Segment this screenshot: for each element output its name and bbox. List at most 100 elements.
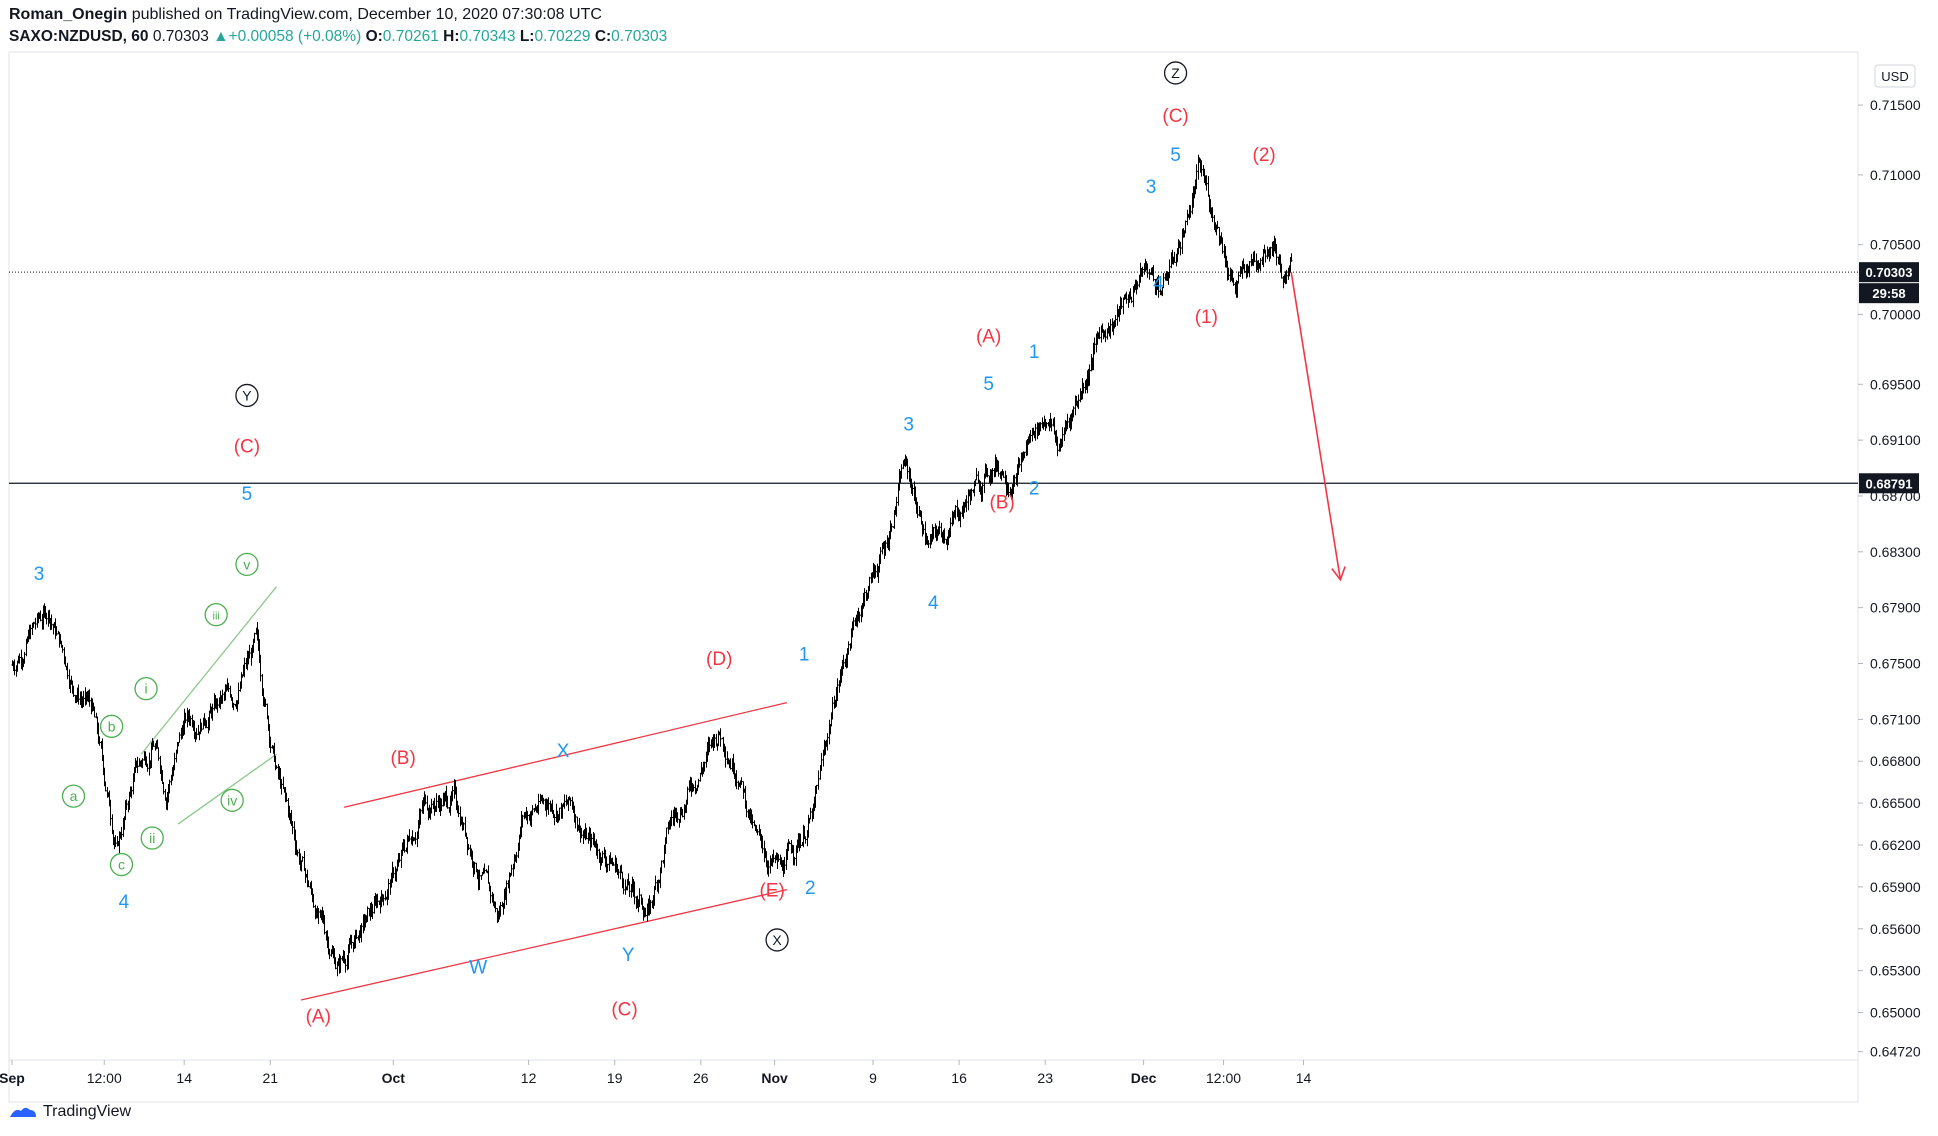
- bar-countdown-tag: [1859, 283, 1919, 304]
- x-tick-label: 12: [521, 1070, 537, 1086]
- currency-label: USD: [1881, 69, 1908, 84]
- wave-label: Y: [622, 945, 635, 966]
- y-tick-label: 0.69500: [1870, 376, 1921, 392]
- y-tick-label: 0.65600: [1870, 921, 1921, 937]
- wave-label: 4: [1153, 273, 1164, 294]
- wave-label: v: [243, 556, 250, 572]
- close-label: C:: [594, 28, 612, 45]
- wave-label-circle: [140, 826, 164, 850]
- y-tick-label: 0.70500: [1870, 237, 1921, 253]
- price-tags: 0.68791 0.70303 29:58: [1859, 262, 1919, 494]
- y-tick-label: 0.66200: [1870, 837, 1921, 853]
- change-arrow-icon: ▲: [213, 28, 229, 45]
- wave-label-circle: [134, 676, 158, 701]
- green-channel-upper-line: [140, 586, 277, 755]
- time-axis[interactable]: Sep 12:00 14 21 Oct 12 19 26 Nov 9 16 23 Dec 12:00 14: [0, 1060, 1311, 1086]
- y-tick-label: 0.65900: [1870, 879, 1921, 895]
- last-price: 0.70303: [152, 28, 209, 45]
- wave-label: c: [118, 857, 125, 873]
- wave-label: iii: [213, 611, 220, 623]
- wave-label: (A): [306, 1006, 331, 1027]
- wave-label: 5: [1170, 145, 1181, 166]
- x-tick-label: 12:00: [1206, 1070, 1241, 1086]
- wave-label-circle: [765, 928, 789, 952]
- price-axis[interactable]: USD 0.715000.710000.705000.700000.695000…: [1858, 64, 1921, 1060]
- footer-brand[interactable]: TradingView: [9, 1103, 131, 1121]
- brand-name: TradingView: [43, 1103, 132, 1120]
- wave-label: 3: [34, 564, 45, 585]
- wave-label: 5: [242, 484, 253, 505]
- x-tick-label: 16: [951, 1070, 967, 1086]
- price-change: +0.00058 (+0.08%): [228, 28, 362, 45]
- wave-label: a: [70, 788, 78, 804]
- wave-label-circle: [109, 852, 134, 877]
- y-tick-label: 0.66800: [1870, 753, 1921, 769]
- y-tick-label: 0.70000: [1870, 306, 1921, 322]
- horizontal-level-value: 0.68791: [1866, 476, 1913, 491]
- publish-header: Roman_Onegin published on TradingView.co…: [9, 6, 602, 24]
- horizontal-level-tag: [1859, 473, 1919, 494]
- wave-label: W: [469, 957, 487, 978]
- wave-label: 2: [805, 878, 816, 899]
- y-tick-label: 0.69100: [1870, 432, 1921, 448]
- y-tick-label: 0.67500: [1870, 656, 1921, 672]
- trend-channels: [140, 586, 788, 1001]
- price-bars: [11, 154, 1293, 977]
- open-label: O:: [365, 28, 383, 45]
- x-tick-label: 19: [607, 1070, 623, 1086]
- green-channel-lower-line: [177, 753, 277, 825]
- open-value: 0.70261: [382, 28, 439, 45]
- wave-label: Y: [242, 387, 252, 403]
- x-tick-label: Sep: [0, 1070, 25, 1086]
- wave-labels: 345(C)Yabciiiiiiivv(A)(B)WXY(C)(D)(E)X12…: [34, 61, 1276, 1027]
- wave-label-circle: [204, 602, 228, 627]
- wave-label: (D): [706, 649, 732, 670]
- wave-label-circle: [99, 714, 124, 738]
- tradingview-logo-icon: [10, 1107, 36, 1117]
- wave-label: b: [108, 718, 116, 734]
- wave-label: 1: [1029, 342, 1040, 363]
- horizontal-line-layer: [9, 271, 1858, 484]
- wave-label: (C): [234, 437, 260, 458]
- projection-arrow-head: [1331, 566, 1346, 582]
- red-channel-lower-line: [300, 889, 788, 1001]
- projection-arrow-line: [1290, 272, 1342, 580]
- wave-label: (A): [976, 326, 1001, 347]
- x-tick-label: 26: [693, 1070, 709, 1086]
- ohlc-series: [11, 154, 1293, 977]
- y-tick-label: 0.71500: [1870, 97, 1921, 113]
- wave-label: iv: [227, 792, 237, 808]
- wave-label: 5: [983, 374, 994, 395]
- wave-label: (B): [390, 748, 415, 769]
- published-text: published on TradingView.com, December 1…: [131, 6, 602, 23]
- close-value: 0.70303: [611, 28, 668, 45]
- wave-label: 4: [119, 892, 130, 913]
- wave-label: (C): [611, 999, 637, 1020]
- wave-label: Z: [1171, 65, 1180, 81]
- wave-label: X: [557, 741, 570, 762]
- y-tick-label: 0.71000: [1870, 167, 1921, 183]
- wave-label: (2): [1253, 145, 1276, 166]
- y-tick-label: 0.68300: [1870, 544, 1921, 560]
- wave-label: (B): [989, 493, 1014, 514]
- x-tick-label: 14: [176, 1070, 192, 1086]
- y-tick-label: 0.67100: [1870, 711, 1921, 727]
- wave-label-circle: [1163, 61, 1188, 85]
- author-name[interactable]: Roman_Onegin: [9, 6, 128, 23]
- high-label: H:: [443, 28, 460, 45]
- wave-label-circle: [235, 383, 259, 408]
- wave-label: X: [772, 932, 782, 948]
- wave-label-circle: [220, 788, 244, 812]
- wave-label: (1): [1195, 307, 1218, 328]
- symbol-label[interactable]: SAXO:NZDUSD, 60: [9, 28, 149, 45]
- y-tick-label: 0.64720: [1870, 1044, 1921, 1060]
- x-tick-label: 23: [1037, 1070, 1053, 1086]
- high-value: 0.70343: [459, 28, 516, 45]
- x-tick-label: Oct: [382, 1070, 406, 1086]
- symbol-quote-line: SAXO:NZDUSD, 60 0.70303 ▲+0.00058 (+0.08…: [9, 28, 667, 46]
- wave-label: i: [145, 681, 148, 697]
- currency-badge[interactable]: USD: [1874, 64, 1916, 88]
- low-value: 0.70229: [534, 28, 591, 45]
- y-tick-label: 0.66500: [1870, 795, 1921, 811]
